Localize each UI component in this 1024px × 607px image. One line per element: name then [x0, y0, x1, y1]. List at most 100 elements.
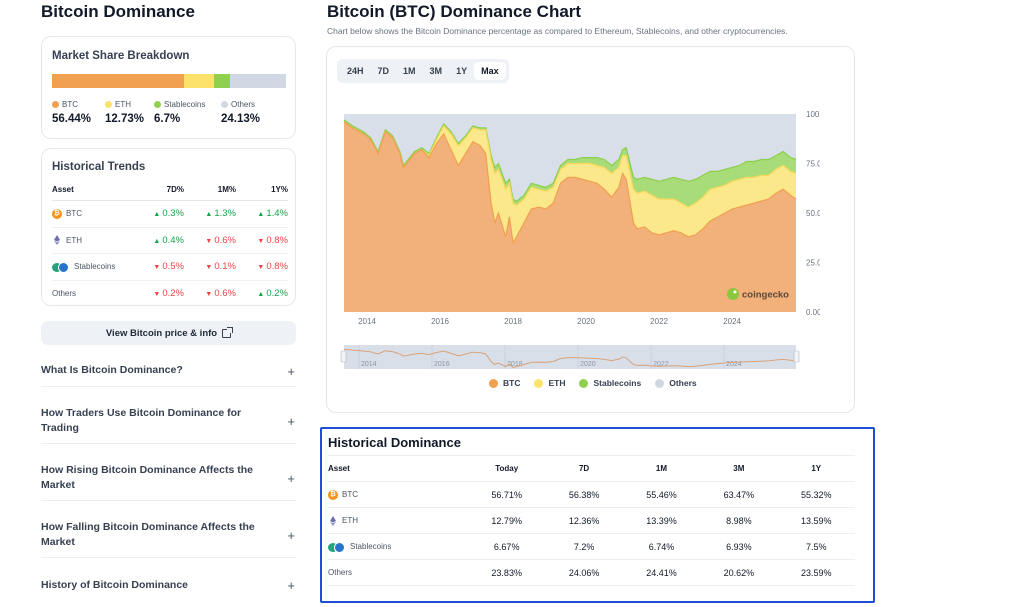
share-segment-eth	[184, 74, 214, 88]
dominance-value: 7.5%	[806, 541, 827, 552]
share-label: Others	[231, 100, 256, 109]
legend-dot-icon	[655, 378, 665, 388]
x-tick-label: 2014	[358, 317, 376, 326]
change-value: 0.8%	[266, 234, 288, 246]
stablecoins-dot-icon	[154, 101, 161, 108]
table-row: Others 23.83% 24.06% 24.41% 20.62% 23.59%	[328, 560, 855, 586]
faq-item[interactable]: What Is Bitcoin Dominance? +	[41, 356, 296, 387]
dominance-value: 63.47%	[723, 489, 755, 500]
plus-icon: +	[287, 470, 295, 486]
ethereum-icon	[328, 515, 338, 526]
triangle-up-icon: ▲	[153, 211, 161, 219]
range-tab-1m[interactable]: 1M	[403, 66, 416, 76]
triangle-down-icon: ▼	[257, 264, 265, 272]
triangle-down-icon: ▼	[153, 291, 161, 299]
faq-question: How Traders Use Bitcoin Dominance for Tr…	[41, 406, 242, 435]
navigator-right-handle[interactable]	[793, 350, 800, 363]
range-tab-max[interactable]: Max	[474, 62, 506, 80]
asset-cell: ETH	[328, 515, 468, 526]
change-value: 0.4%	[162, 234, 184, 246]
header-1m: 1M%	[217, 185, 236, 194]
x-tick-label: 2022	[650, 317, 668, 326]
share-item-stablecoins: Stablecoins 6.7%	[154, 100, 205, 125]
dominance-value: 12.79%	[491, 515, 522, 526]
share-item-btc: BTC 56.44%	[52, 100, 91, 125]
area-eth	[344, 121, 796, 243]
chart-subtitle: Chart below shows the Bitcoin Dominance …	[327, 26, 788, 36]
dominance-value: 24.06%	[568, 567, 600, 578]
triangle-down-icon: ▼	[257, 237, 265, 245]
legend-dot-icon	[579, 378, 589, 388]
change-cell: ▼ 0.8%	[236, 261, 288, 272]
historical-trends-title: Historical Trends	[52, 161, 146, 173]
share-segment-stablecoins	[213, 74, 230, 88]
line-btc	[343, 121, 797, 245]
range-tab-24h[interactable]: 24H	[347, 66, 364, 76]
legend-label: Others	[669, 378, 697, 388]
historical-trends-card: Historical Trends Asset 7D% 1M% 1Y% ₿ BTC…	[41, 148, 296, 306]
change-cell: ▲ 1.4%	[236, 208, 288, 219]
plus-icon: +	[287, 578, 295, 593]
area-btc	[344, 121, 796, 313]
asset-name: BTC	[66, 209, 82, 219]
dominance-value: 20.62%	[723, 567, 755, 578]
navigator-line	[343, 348, 797, 369]
change-cell: ▼ 0.6%	[184, 235, 236, 246]
change-cell: ▼ 0.1%	[184, 261, 236, 272]
btc-dot-icon	[52, 101, 59, 108]
header-asset: Asset	[328, 464, 350, 473]
change-cell: ▲ 0.2%	[236, 288, 288, 299]
table-row: ETH ▲ 0.4% ▼ 0.6% ▼ 0.8%	[52, 228, 288, 254]
share-label: Stablecoins	[164, 100, 206, 109]
share-item-others: Others 24.13%	[221, 100, 260, 125]
coingecko-eye-icon	[733, 290, 737, 294]
change-value: 1.3%	[214, 208, 236, 220]
faq-item[interactable]: How Traders Use Bitcoin Dominance for Tr…	[41, 399, 296, 444]
asset-cell: ₿ BTC	[328, 489, 468, 500]
plus-icon: +	[287, 363, 295, 379]
others-dot-icon	[221, 101, 228, 108]
view-bitcoin-price-button[interactable]: View Bitcoin price & info	[41, 321, 296, 345]
legend-item-others[interactable]: Others	[655, 378, 697, 388]
range-tab-3m[interactable]: 3M	[429, 66, 443, 76]
navigator-x-label: 2014	[361, 361, 377, 368]
change-value: 0.8%	[266, 261, 288, 273]
legend-item-btc[interactable]: BTC	[489, 378, 520, 388]
asset-cell: Others	[328, 568, 468, 577]
faq-item[interactable]: History of Bitcoin Dominance +	[41, 570, 296, 601]
change-cell: ▲ 0.4%	[132, 235, 184, 246]
historical-dominance-section: Historical Dominance Asset Today 7D 1M 3M 1Y …	[320, 427, 875, 603]
change-value: 0.2%	[162, 288, 184, 300]
header-7d: 7D%	[166, 185, 184, 194]
dominance-chart: 0.00% 25.00% 50.00% 75.00% 100.00% 2014 2016 20…	[340, 110, 820, 369]
change-cell: ▲ 1.3%	[184, 208, 236, 219]
range-tab-1y[interactable]: 1Y	[456, 66, 468, 76]
change-value: 1.4%	[266, 208, 288, 220]
eth-dot-icon	[105, 101, 112, 108]
navigator-background[interactable]	[344, 345, 796, 369]
navigator-x-label: 2024	[726, 361, 742, 368]
faq-item[interactable]: How Rising Bitcoin Dominance Affects the…	[41, 456, 296, 501]
bitcoin-icon: ₿	[328, 489, 338, 500]
asset-cell: Stablecoins	[52, 261, 132, 273]
triangle-down-icon: ▼	[205, 264, 213, 272]
header-today: Today	[495, 464, 519, 473]
share-label: ETH	[115, 100, 131, 109]
y-tick-label: 50.00%	[806, 209, 820, 218]
navigator-x-label: 2016	[434, 361, 450, 368]
page-title: Bitcoin Dominance	[41, 2, 195, 21]
dominance-value: 24.41%	[646, 567, 677, 578]
navigator-left-handle[interactable]	[340, 350, 347, 363]
legend-item-stablecoins[interactable]: Stablecoins	[579, 378, 641, 388]
asset-cell: ETH	[52, 235, 132, 246]
header-1y: 1Y%	[271, 185, 288, 194]
chart-title: Bitcoin (BTC) Dominance Chart	[327, 2, 582, 21]
range-tab-7d[interactable]: 7D	[377, 66, 390, 76]
faq-question: History of Bitcoin Dominance	[41, 578, 189, 591]
faq-item[interactable]: How Falling Bitcoin Dominance Affects th…	[41, 513, 296, 558]
table-row: ₿ BTC ▲ 0.3% ▲ 1.3% ▲ 1.4%	[52, 201, 288, 228]
legend-item-eth[interactable]: ETH	[534, 378, 565, 388]
table-row: ETH 12.79% 12.36% 13.39% 8.98% 13.59%	[328, 508, 855, 534]
coingecko-logo-icon	[727, 288, 739, 300]
y-tick-label: 75.00%	[806, 160, 820, 169]
